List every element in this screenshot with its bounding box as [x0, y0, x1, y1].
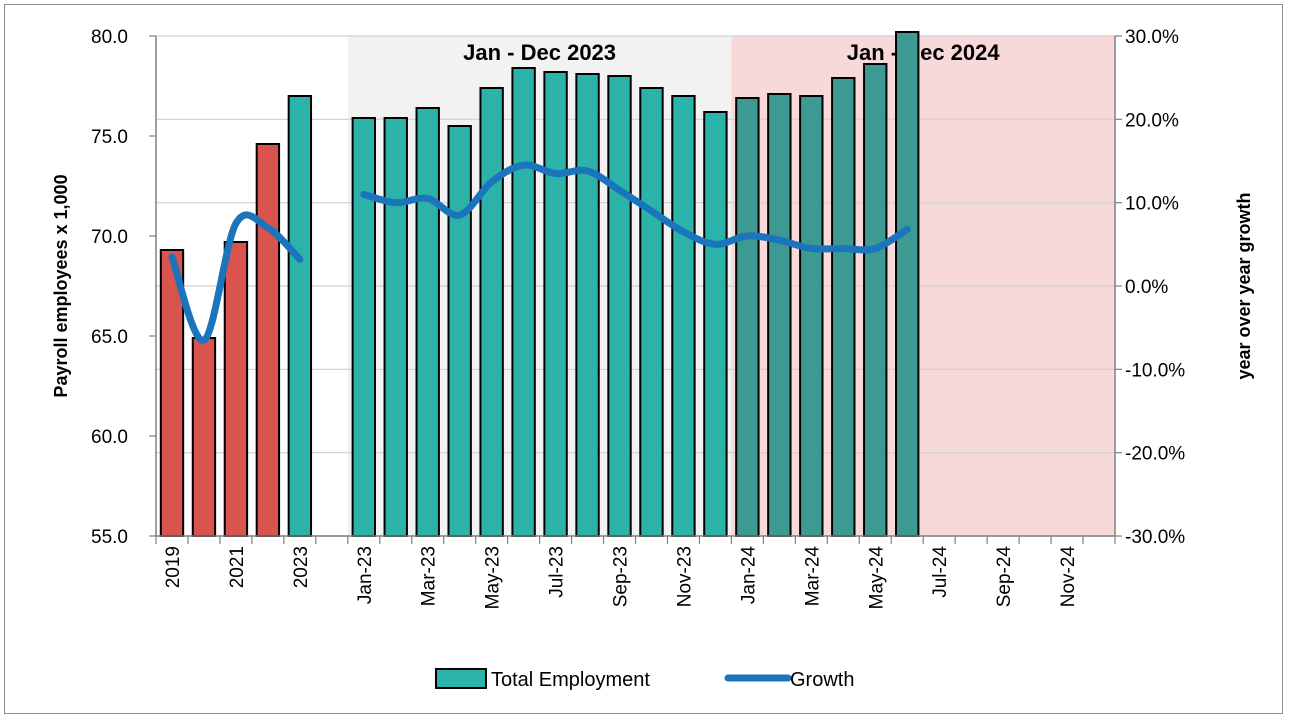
y-left-tick-label-1: 60.0 — [91, 427, 128, 448]
y-left-tick-label-2: 65.0 — [91, 327, 128, 348]
y-right-tick-label-2: -10.0% — [1125, 360, 1185, 381]
bar-10 — [479, 87, 504, 537]
bar-15 — [639, 87, 664, 537]
bar-21 — [831, 77, 856, 537]
x-tick-label-26: Sep-24 — [994, 546, 1015, 608]
bar-7 — [383, 117, 408, 537]
legend-label-total-employment: Total Employment — [491, 669, 650, 691]
growth-line — [168, 161, 911, 344]
y-axis-right-title: year over year growth — [1234, 192, 1254, 379]
legend: Total Employment Growth — [435, 668, 854, 691]
x-tick-label-0: 2019 — [163, 546, 184, 588]
x-tick-label-10: May-23 — [483, 546, 504, 609]
bar-17 — [703, 111, 728, 537]
bar-11 — [511, 67, 536, 537]
bar-20 — [799, 95, 824, 537]
bar-9 — [447, 125, 472, 537]
bar-4 — [287, 95, 313, 537]
x-tick-label-20: Mar-24 — [802, 546, 823, 607]
growth-line-segment-0 — [168, 211, 304, 344]
legend-swatch-total-employment — [435, 668, 487, 689]
y-axis-left-title: Payroll employees x 1,000 — [51, 174, 71, 397]
bar-12 — [543, 71, 568, 537]
axes — [149, 35, 1122, 544]
y-right-tick-label-6: 30.0% — [1125, 27, 1179, 48]
bar-1 — [191, 337, 217, 537]
x-tick-label-2: 2021 — [227, 546, 248, 588]
y-right-tick-label-5: 20.0% — [1125, 110, 1179, 131]
bars — [159, 31, 920, 537]
band-label-1: Jan - Dec 2024 — [847, 40, 1001, 65]
y-left-tick-label-3: 70.0 — [91, 227, 128, 248]
bar-23 — [895, 31, 920, 537]
bar-19 — [767, 93, 792, 537]
x-tick-label-14: Sep-23 — [611, 546, 632, 607]
y-left-tick-label-5: 80.0 — [91, 27, 128, 48]
x-tick-label-6: Jan-23 — [355, 546, 376, 604]
y-right-tick-label-1: -20.0% — [1125, 444, 1185, 465]
bar-2 — [223, 241, 249, 537]
bar-13 — [575, 73, 600, 537]
bar-6 — [351, 117, 376, 537]
tick-labels: 55.0 60.0 65.0 70.0 75.0 80.0 -30.0% -20.0% -10.… — [91, 27, 1185, 609]
x-tick-label-22: May-24 — [866, 546, 887, 610]
bar-3 — [255, 143, 281, 537]
x-tick-label-8: Mar-23 — [419, 546, 440, 606]
bar-16 — [671, 95, 696, 537]
y-right-tick-label-3: 0.0% — [1125, 277, 1168, 298]
bar-14 — [607, 75, 632, 537]
growth-line-segment-1 — [360, 161, 911, 254]
x-tick-label-28: Nov-24 — [1058, 546, 1079, 608]
x-tick-label-16: Nov-23 — [674, 546, 695, 607]
y-right-tick-label-4: 10.0% — [1125, 194, 1179, 215]
x-tick-label-4: 2023 — [291, 546, 312, 588]
x-tick-label-18: Jan-24 — [738, 546, 759, 605]
band-label-0: Jan - Dec 2023 — [463, 40, 616, 65]
legend-label-growth: Growth — [790, 669, 854, 691]
y-left-tick-label-4: 75.0 — [91, 127, 128, 148]
y-right-tick-label-0: -30.0% — [1125, 527, 1185, 548]
x-tick-label-12: Jul-23 — [547, 546, 568, 598]
x-tick-label-24: Jul-24 — [930, 546, 951, 598]
bar-8 — [415, 107, 440, 537]
bar-18 — [735, 97, 760, 537]
y-left-tick-label-0: 55.0 — [91, 527, 128, 548]
bar-22 — [863, 63, 888, 537]
